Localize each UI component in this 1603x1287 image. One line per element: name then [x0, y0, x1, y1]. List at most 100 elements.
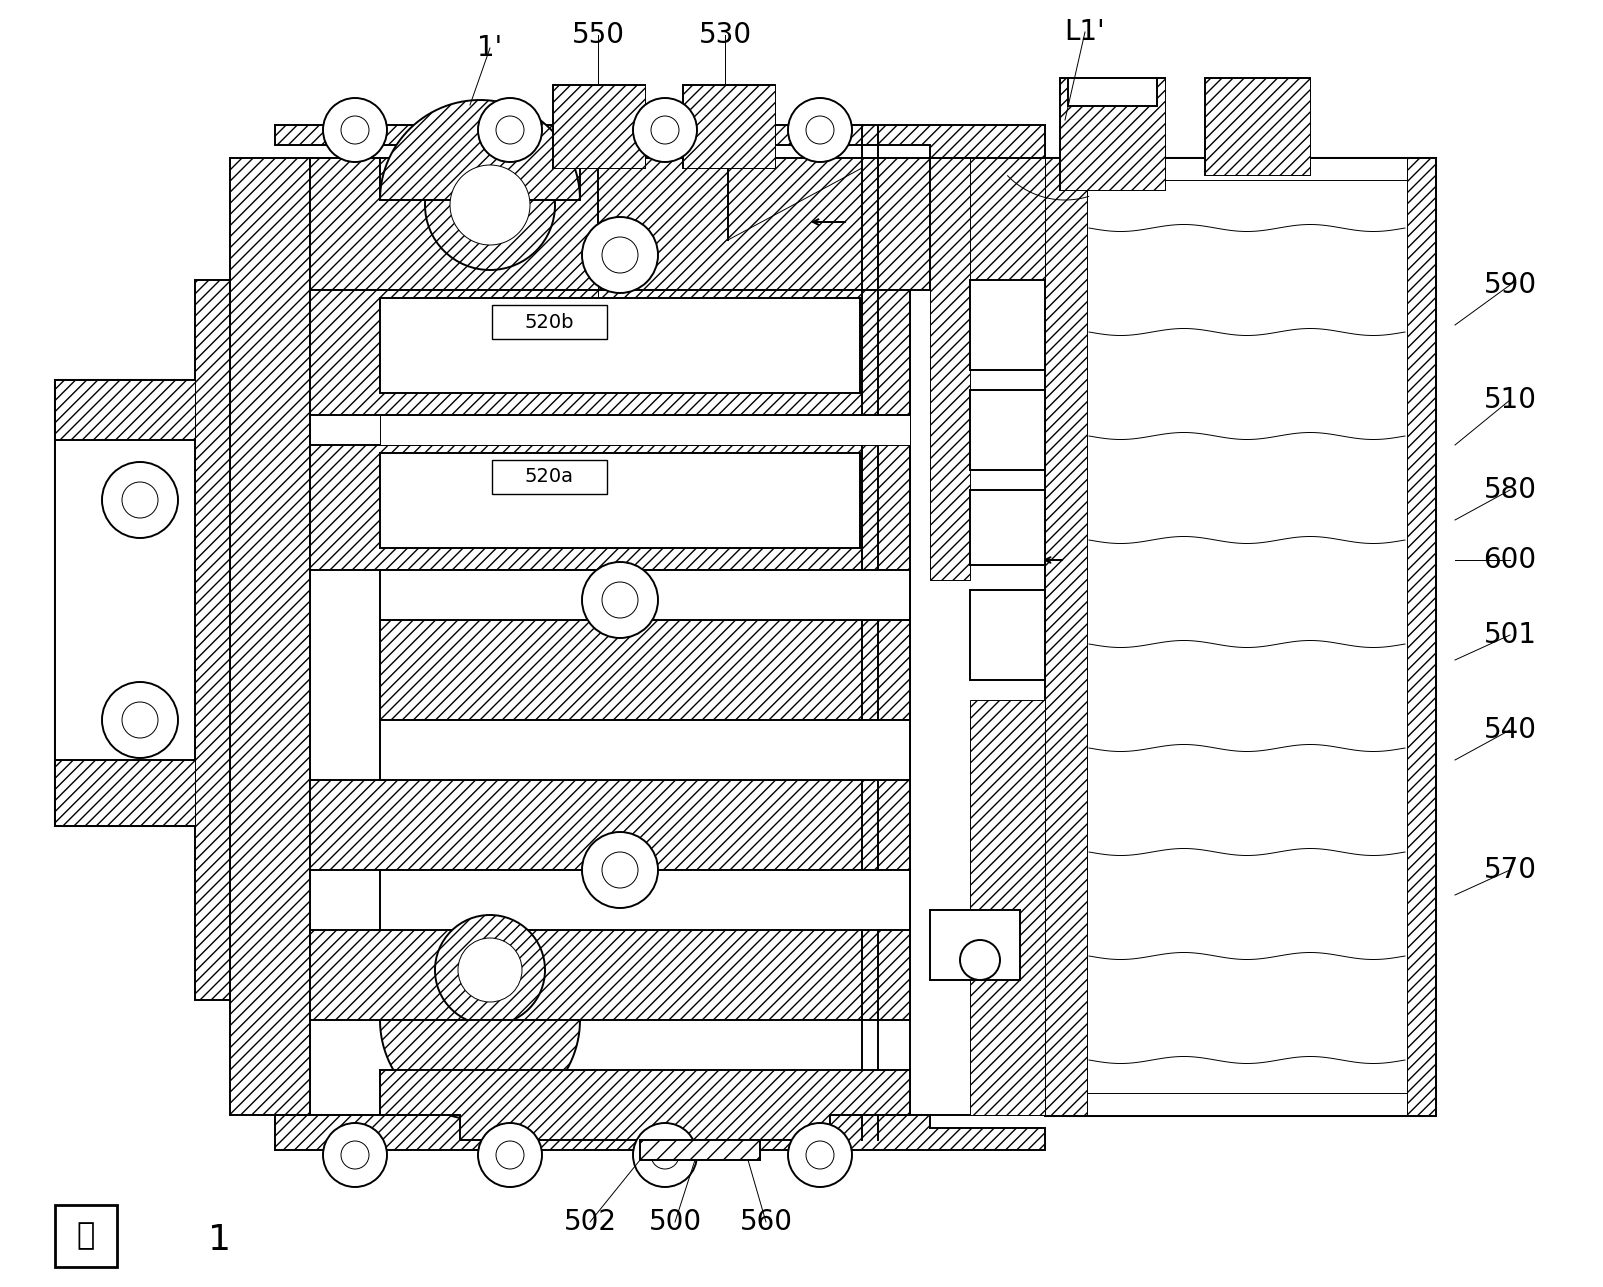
Polygon shape: [1407, 158, 1435, 1115]
Polygon shape: [55, 761, 196, 825]
Circle shape: [434, 915, 545, 1024]
Bar: [1087, 158, 1407, 180]
Circle shape: [103, 462, 178, 538]
Circle shape: [122, 483, 159, 517]
Text: 590: 590: [1483, 272, 1537, 299]
Text: 500: 500: [649, 1208, 702, 1236]
Polygon shape: [309, 931, 911, 1021]
Bar: [380, 719, 911, 780]
Bar: [970, 589, 1045, 680]
Bar: [640, 1140, 760, 1160]
Bar: [1045, 158, 1435, 1115]
Text: 560: 560: [739, 1208, 792, 1236]
Circle shape: [122, 701, 159, 737]
Circle shape: [806, 1142, 834, 1169]
Circle shape: [322, 98, 386, 162]
Circle shape: [582, 562, 657, 638]
Polygon shape: [309, 290, 911, 414]
Text: 580: 580: [1483, 476, 1537, 505]
Bar: [930, 910, 1020, 979]
Circle shape: [341, 1142, 369, 1169]
Polygon shape: [1045, 158, 1087, 1115]
Bar: [380, 570, 911, 620]
Bar: [1205, 79, 1310, 175]
Polygon shape: [683, 85, 774, 169]
Circle shape: [806, 116, 834, 144]
Text: 600: 600: [1483, 546, 1537, 574]
Text: 530: 530: [699, 21, 752, 49]
Bar: [683, 85, 774, 169]
Bar: [970, 490, 1045, 565]
Circle shape: [651, 1142, 680, 1169]
Bar: [970, 281, 1045, 369]
Bar: [380, 414, 911, 445]
Bar: [1060, 79, 1165, 190]
Circle shape: [582, 218, 657, 293]
Polygon shape: [309, 780, 911, 870]
Circle shape: [341, 116, 369, 144]
Bar: [1068, 79, 1157, 106]
Bar: [380, 870, 911, 931]
Text: 1': 1': [478, 33, 503, 62]
Bar: [55, 440, 196, 761]
Circle shape: [651, 116, 680, 144]
Polygon shape: [930, 158, 970, 580]
Circle shape: [478, 1124, 542, 1187]
Text: 502: 502: [564, 1208, 617, 1236]
Text: 1: 1: [208, 1223, 231, 1257]
Bar: [911, 158, 1045, 1115]
Circle shape: [582, 831, 657, 909]
Circle shape: [425, 140, 555, 270]
Polygon shape: [229, 158, 309, 1115]
Polygon shape: [970, 700, 1045, 1115]
Circle shape: [633, 1124, 697, 1187]
Circle shape: [478, 98, 542, 162]
Text: 501: 501: [1483, 622, 1537, 649]
Polygon shape: [380, 1069, 911, 1140]
Text: 图: 图: [77, 1221, 95, 1251]
Circle shape: [603, 852, 638, 888]
Polygon shape: [309, 445, 911, 570]
Bar: [1087, 1093, 1407, 1115]
Text: 570: 570: [1483, 856, 1537, 884]
Bar: [380, 299, 859, 393]
Text: 550: 550: [572, 21, 625, 49]
Bar: [55, 380, 229, 825]
Text: 520b: 520b: [524, 313, 574, 332]
Polygon shape: [380, 620, 911, 719]
Bar: [492, 305, 608, 338]
Circle shape: [322, 1124, 386, 1187]
Polygon shape: [1205, 79, 1310, 175]
Text: 520a: 520a: [526, 467, 574, 486]
Polygon shape: [1060, 79, 1165, 190]
Bar: [380, 453, 859, 548]
Polygon shape: [970, 158, 1045, 281]
Polygon shape: [380, 158, 580, 199]
Bar: [55, 1205, 117, 1266]
Circle shape: [450, 165, 531, 245]
Polygon shape: [380, 100, 580, 199]
Polygon shape: [276, 1115, 1045, 1151]
Polygon shape: [309, 158, 930, 290]
Circle shape: [789, 1124, 853, 1187]
Polygon shape: [55, 380, 196, 440]
Circle shape: [603, 582, 638, 618]
Circle shape: [789, 98, 853, 162]
Circle shape: [603, 237, 638, 273]
Polygon shape: [276, 125, 1045, 158]
Polygon shape: [380, 1021, 580, 1120]
Bar: [492, 459, 608, 494]
Polygon shape: [196, 281, 229, 1000]
Circle shape: [103, 682, 178, 758]
Text: 540: 540: [1483, 716, 1537, 744]
Circle shape: [495, 116, 524, 144]
Text: L1': L1': [1064, 18, 1106, 46]
Bar: [553, 85, 644, 169]
Circle shape: [458, 938, 523, 1003]
Text: 510: 510: [1483, 386, 1537, 414]
Circle shape: [495, 1142, 524, 1169]
Bar: [309, 158, 930, 1115]
Circle shape: [960, 940, 1000, 979]
Polygon shape: [553, 85, 644, 169]
Bar: [970, 390, 1045, 470]
